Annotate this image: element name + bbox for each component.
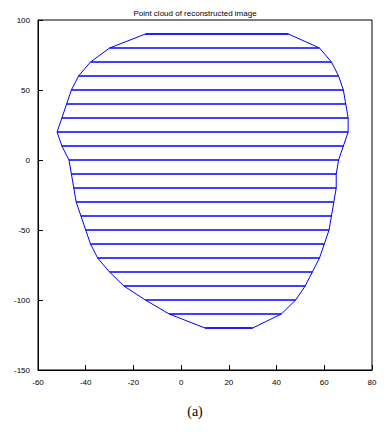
svg-text:-20: -20 [128, 378, 140, 387]
svg-text:(a): (a) [187, 404, 203, 420]
svg-text:100: 100 [17, 16, 31, 25]
svg-text:-40: -40 [80, 378, 92, 387]
svg-text:-50: -50 [18, 226, 30, 235]
svg-text:Point cloud of reconstructed i: Point cloud of reconstructed image [133, 9, 257, 18]
svg-text:40: 40 [272, 378, 281, 387]
svg-text:50: 50 [21, 86, 30, 95]
svg-text:0: 0 [26, 156, 31, 165]
svg-text:-100: -100 [14, 296, 31, 305]
svg-text:80: 80 [368, 378, 377, 387]
svg-text:-60: -60 [32, 378, 44, 387]
svg-text:60: 60 [320, 378, 329, 387]
svg-text:-150: -150 [14, 366, 31, 375]
svg-text:0: 0 [179, 378, 184, 387]
svg-text:20: 20 [224, 378, 233, 387]
